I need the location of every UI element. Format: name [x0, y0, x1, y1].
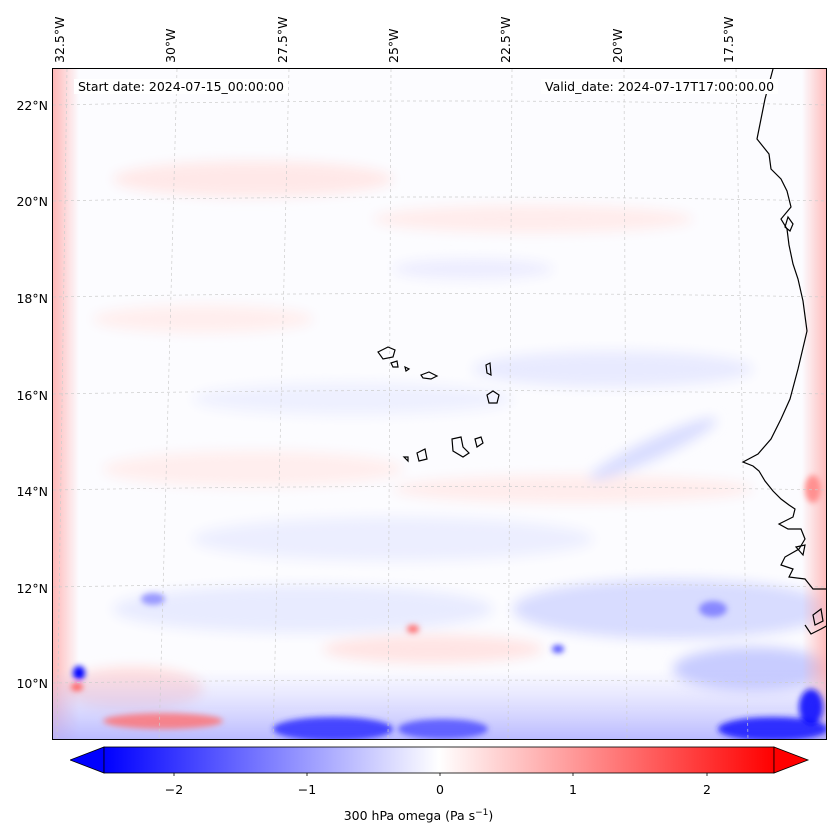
colorbar-label-sup: −1: [475, 808, 489, 818]
lon-label-17-5w: 17.5°W: [721, 16, 736, 63]
lat-label-22n: 22°N: [16, 98, 48, 113]
colorbar-label: 300 hPa omega (Pa s−1): [0, 808, 837, 823]
colorbar-tick-neg1: −1: [297, 782, 317, 797]
lon-label-22-5w: 22.5°W: [498, 16, 513, 63]
colorbar-tick-0: 0: [436, 782, 444, 797]
colorbar-tick-1: 1: [569, 782, 577, 797]
lon-label-32-5w: 32.5°W: [52, 16, 67, 63]
lat-label-10n: 10°N: [16, 676, 48, 691]
colorbar: [70, 746, 810, 776]
cabo-verde-islands: [377, 346, 500, 463]
colorbar-min-extend: [70, 746, 105, 774]
lat-label-20n: 20°N: [16, 194, 48, 209]
map-panel: [52, 68, 827, 740]
colorbar-tick-neg2: −2: [164, 782, 184, 797]
coastline: [741, 69, 826, 635]
lon-label-20w: 20°W: [610, 28, 625, 63]
colorbar-tick-marks: [173, 773, 708, 776]
lon-label-30w: 30°W: [163, 28, 178, 63]
gridlines: [53, 69, 826, 739]
right-edge-band: [802, 69, 826, 739]
colorbar-max-extend: [773, 746, 810, 774]
strong-features: [71, 475, 826, 739]
lat-label-14n: 14°N: [16, 484, 48, 499]
lat-label-12n: 12°N: [16, 581, 48, 596]
colorbar-label-end: ): [488, 808, 494, 824]
lat-label-18n: 18°N: [16, 291, 48, 306]
colorbar-gradient: [103, 746, 775, 774]
colorbar-tick-2: 2: [703, 782, 711, 797]
lon-label-27-5w: 27.5°W: [275, 16, 290, 63]
valid-date-label: Valid_date: 2024-07-17T17:00:00.00: [541, 79, 779, 94]
lat-label-16n: 16°N: [16, 388, 48, 403]
start-date-label: Start date: 2024-07-15_00:00:00: [74, 79, 288, 94]
colorbar-label-main: 300 hPa omega (Pa s: [343, 808, 476, 824]
omega-field-map: [53, 69, 826, 739]
left-edge-band: [53, 69, 79, 739]
omega-blobs: [63, 161, 826, 711]
lon-label-25w: 25°W: [386, 28, 401, 63]
